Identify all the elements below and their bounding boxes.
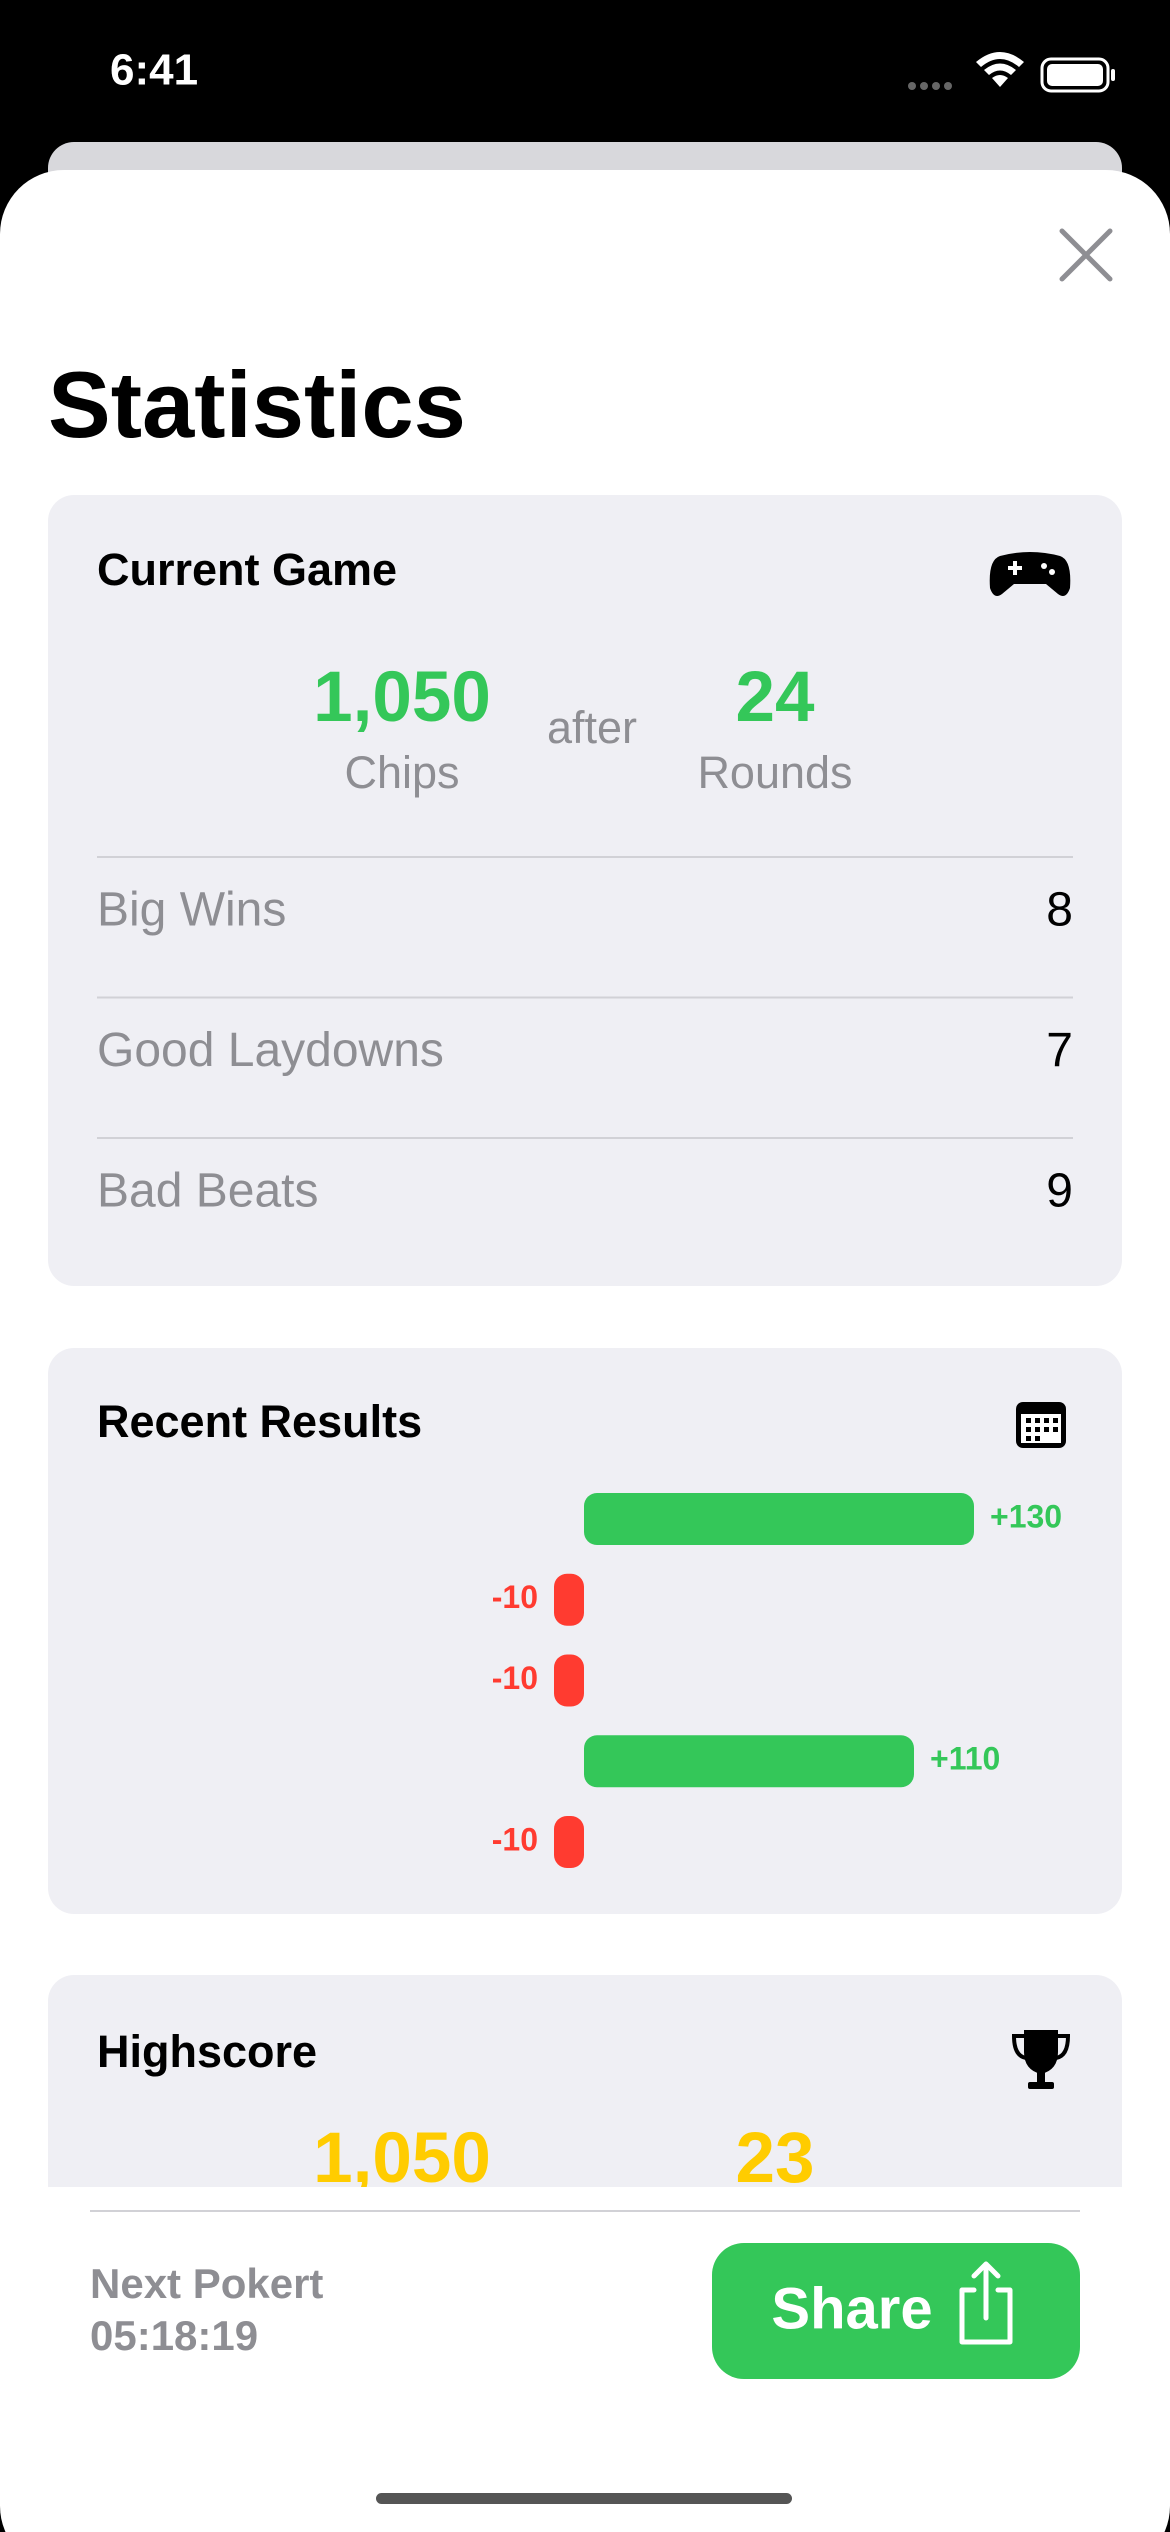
bar (554, 1816, 584, 1868)
card (48, 1975, 1122, 2187)
bar (554, 1573, 584, 1626)
stat-label: Big Wins (97, 884, 286, 937)
value-label: +110 (930, 1741, 1000, 1777)
home-indicator (376, 2493, 792, 2504)
calendar-icon (1016, 1402, 1066, 1448)
results-chart: +130 -10 -10 +110 -10 (492, 1493, 1062, 1868)
scroll-content: Statistics Current Game 1,050 Chips afte… (48, 352, 1122, 2198)
bar (554, 1654, 584, 1707)
bar (584, 1735, 914, 1788)
share-button-label[interactable]: Share (771, 2276, 932, 2341)
stats-list: Big Wins 8 Good Laydowns 7 Bad Beats 9 (97, 856, 1073, 1218)
chips-label: Chips (344, 747, 459, 798)
chips-value: 1,050 (313, 658, 491, 737)
next-label: Next Pokert (90, 2260, 323, 2307)
stat-value: 9 (1046, 1165, 1073, 1218)
highscore-chips: 1,050 (313, 2119, 491, 2198)
connector-label: after (547, 702, 637, 753)
bar (584, 1493, 974, 1545)
gamepad-icon (989, 552, 1071, 596)
stat-value: 8 (1046, 884, 1073, 937)
status-time: 6:41 (110, 46, 198, 95)
highscore-rounds: 23 (736, 2119, 815, 2198)
value-label: -10 (492, 1579, 538, 1615)
card-title: Highscore (97, 2026, 317, 2077)
page-title: Statistics (48, 352, 466, 457)
share-button[interactable]: Share (712, 2243, 1080, 2379)
trophy-icon (1011, 2030, 1071, 2089)
stat-label: Good Laydowns (97, 1024, 444, 1077)
card-title: Recent Results (97, 1396, 422, 1447)
card-title: Current Game (97, 544, 397, 595)
value-label: -10 (492, 1660, 538, 1696)
stat-value: 7 (1046, 1024, 1073, 1077)
share-icon (959, 2261, 1013, 2345)
status-icons (908, 52, 1115, 93)
value-label: -10 (492, 1821, 538, 1857)
rounds-value: 24 (736, 658, 815, 737)
close-button[interactable] (1059, 228, 1113, 282)
stat-label: Bad Beats (97, 1165, 318, 1218)
card (48, 495, 1122, 1286)
rounds-label: Rounds (697, 747, 852, 798)
countdown: 05:18:19 (90, 2312, 258, 2359)
value-label: +130 (990, 1498, 1062, 1534)
